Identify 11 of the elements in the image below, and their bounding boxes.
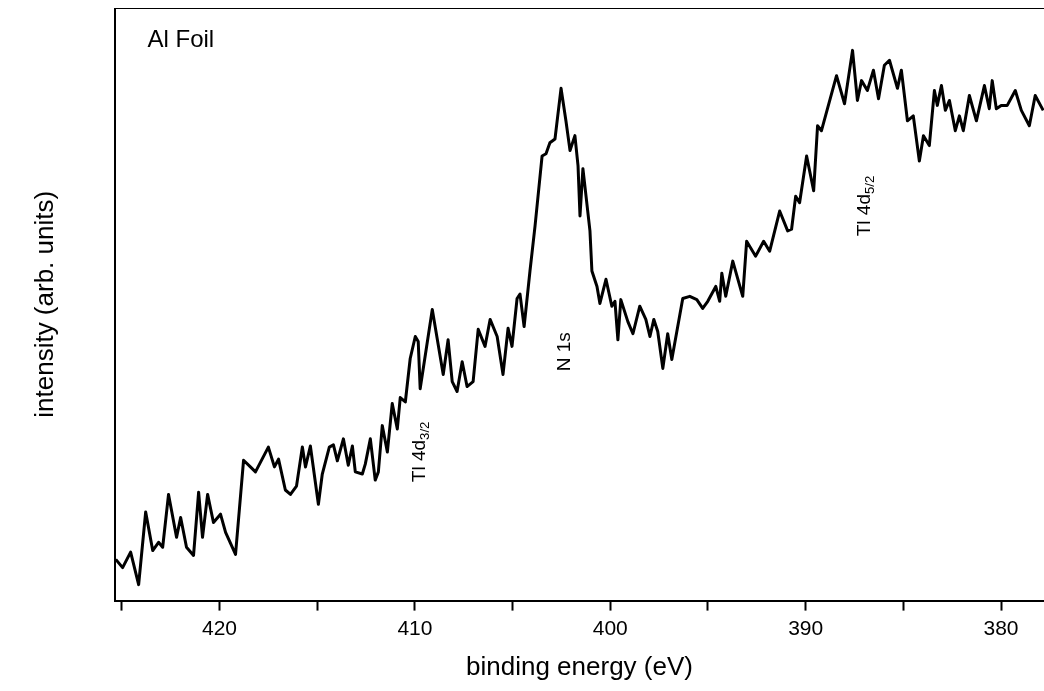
- annotation: Tl 4d3/2: [407, 421, 433, 483]
- x-tick-label: 380: [983, 616, 1019, 639]
- x-tick-label: 400: [592, 616, 628, 639]
- x-tick-label: 420: [202, 616, 238, 639]
- x-tick-label: 410: [397, 616, 433, 639]
- annotation: Tl 4d5/2: [852, 175, 878, 237]
- annotation: Al Foil: [147, 25, 215, 53]
- x-axis-title: binding energy (eV): [466, 650, 693, 681]
- x-tick-label: 390: [788, 616, 824, 639]
- annotation: N 1s: [552, 332, 574, 372]
- y-axis-title: intensity (arb. units): [29, 190, 60, 418]
